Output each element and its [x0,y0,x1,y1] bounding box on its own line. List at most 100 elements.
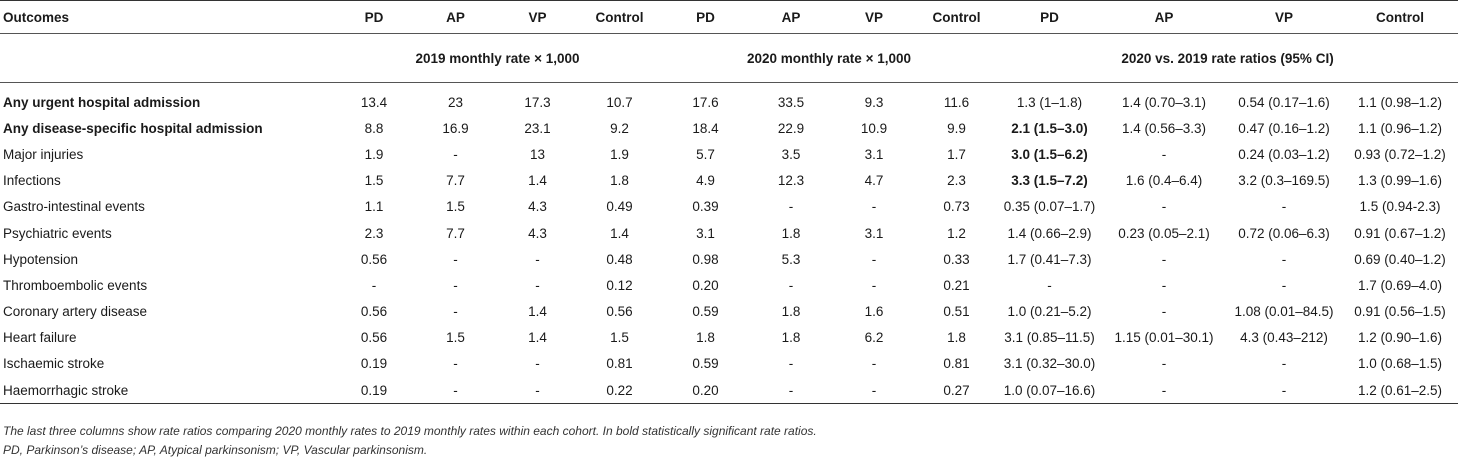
table-cell: 1.5 [364,173,384,189]
footnote-rate-ratios: The last three columns show rate ratios … [3,424,817,438]
table-cell: 0.35 (0.07–1.7) [1003,199,1096,215]
table-cell: - [453,146,458,162]
row-label: Any urgent hospital admission [3,94,201,110]
table-cell: 0.81 [606,356,633,372]
table-cell: 5.3 [781,251,801,267]
table-cell: 0.93 (0.72–1.2) [1354,146,1446,162]
col-header-ap-2019: AP [414,0,497,34]
table-cell: 0.12 [606,277,633,293]
table-row: Any urgent hospital admission 13.4 23 17.3 1… [0,83,1458,116]
table-cell: 3.1 [696,225,715,241]
row-label: Any disease-specific hospital admission [3,120,263,136]
table-cell: 1.8 [610,173,629,189]
table-cell: 18.4 [692,120,719,136]
row-label: Psychiatric events [3,225,112,241]
table-cell: 0.19 [334,377,414,405]
table-cell: 0.47 (0.16–1.2) [1238,120,1330,136]
table-cell: 0.48 [606,251,633,267]
table-cell: - [1161,277,1167,293]
row-label: Thromboembolic events [3,277,148,293]
table-row: Heart failure 0.56 1.5 1.4 1.5 1.8 1.8 6.2 1.8 3.… [0,325,1458,351]
table-cell: 22.9 [777,120,805,136]
table-cell: 7.7 [446,173,465,189]
table-cell: - [1281,199,1287,215]
table-row: Psychiatric events 2.3 7.7 4.3 1.4 3.1 1.8 3.1 1… [0,220,1458,246]
table-cell: - [453,304,458,320]
table-cell: 1.7 (0.69–4.0) [1357,277,1443,293]
table-cell: - [1161,356,1167,372]
table-cell: 1.5 (0.94-2.3) [1359,199,1441,215]
table-cell: 1.6 [864,304,884,320]
table-cell: 1.3 (1–1.8) [1016,94,1083,110]
table-cell: 1.6 (0.4–6.4) [1125,173,1203,189]
table-cell: 10.9 [860,120,888,136]
table-cell: 9.9 [947,120,966,136]
table-cell: 3.5 [781,146,801,162]
table-cell: 0.20 [692,277,719,293]
col-header-control-2019: Control [578,0,661,34]
table-cell: - [871,356,877,372]
table-cell: 16.9 [442,120,469,136]
table-cell: 0.51 [943,304,970,320]
table-cell: 1.9 [610,146,629,162]
table-row: Infections 1.5 7.7 1.4 1.8 4.9 12.3 4.7 2.3 3.3 (… [0,168,1458,194]
col-header-control-ratio: Control [1342,0,1458,34]
table-cell: - [371,277,377,293]
col-header-vp-2019: VP [497,0,578,34]
col-header-vp-ratio: VP [1226,0,1342,34]
table-cell: 0.49 [606,199,633,215]
row-label: Infections [3,173,61,189]
table-cell: 23 [447,94,464,110]
table-cell: 23.1 [524,120,551,136]
table-cell: - [1281,356,1287,372]
table-cell: 0.33 [943,251,970,267]
col-header-control-2020: Control [916,0,997,34]
table-cell: 17.3 [524,94,551,110]
table-cell: - [871,251,877,267]
table-cell: - [1102,377,1226,405]
table-cell: 3.1 (0.32–30.0) [1003,356,1096,372]
table-cell: 0.19 [360,356,388,372]
group-header-2020: 2020 monthly rate × 1,000 [661,33,997,83]
table-cell: - [1161,146,1167,162]
table-row: Hypotension 0.56 - - 0.48 0.98 5.3 - 0.33 1.7 (0.… [0,246,1458,272]
table-cell: 1.8 [781,330,801,346]
table-cell: 1.5 [446,199,465,215]
table-cell: 0.27 [916,377,997,405]
table-cell: - [871,199,877,215]
row-label: Heart failure [3,330,77,346]
table-cell: 1.1 (0.96–1.2) [1357,120,1443,136]
table-cell: 1.2 (0.90–1.6) [1357,330,1443,346]
col-header-pd-2020: PD [661,0,750,34]
row-label: Ischaemic stroke [3,356,105,372]
col-header-ap-2020: AP [750,0,832,34]
table-cell: 1.0 (0.07–16.6) [997,377,1102,405]
table-row: Ischaemic stroke 0.19 - - 0.81 0.59 - - 0.81 3.1 … [0,351,1458,377]
table-cell: 1.4 [610,225,629,241]
table-cell: - [453,251,458,267]
table-cell: 33.5 [777,94,805,110]
table-cell: 1.4 (0.70–3.1) [1121,94,1207,110]
table-cell: 2.3 [947,173,966,189]
group-header-ratio: 2020 vs. 2019 rate ratios (95% CI) [997,33,1458,83]
table-cell: 4.3 [528,225,547,241]
table-cell: 0.54 (0.17–1.6) [1238,94,1330,110]
table-cell: 0.73 [943,199,970,215]
table-cell: 5.7 [696,146,715,162]
table-cell: 1.2 (0.61–2.5) [1342,377,1458,405]
table-cell: 1.8 [781,304,801,320]
table-cell: 9.3 [864,94,884,110]
column-header-row: Outcomes PD AP VP Control PD AP VP Contr… [0,0,1458,34]
table-cell: - [788,277,794,293]
table-cell: 1.3 (0.99–1.6) [1357,173,1443,189]
table-cell: 0.91 (0.67–1.2) [1354,225,1446,241]
table-cell: 0.56 [360,304,388,320]
table-cell: 1.08 (0.01–84.5) [1234,304,1334,320]
table-cell: 1.9 [364,146,384,162]
table-cell: - [497,377,578,405]
table-cell: 17.6 [692,94,719,110]
group-header-row: 2019 monthly rate × 1,000 2020 monthly r… [0,33,1458,83]
table-row: Coronary artery disease 0.56 - 1.4 0.56 0.59 1… [0,299,1458,325]
group-header-blank [0,33,334,83]
